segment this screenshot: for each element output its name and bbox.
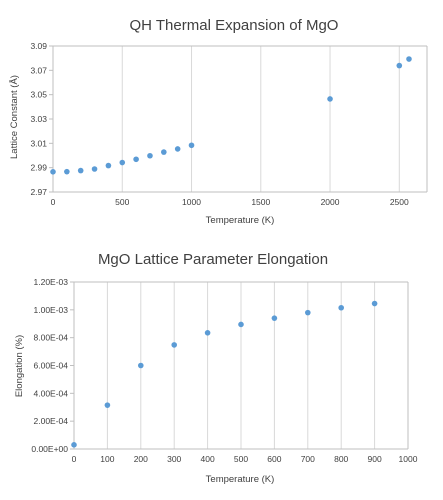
chart2-x-tick-label: 600 <box>267 454 281 464</box>
chart2-data-point <box>204 329 211 336</box>
chart1-x-tick-label: 0 <box>51 197 56 207</box>
chart2-x-tick-label: 700 <box>301 454 315 464</box>
chart1-data-point <box>91 166 98 172</box>
chart1-y-tick-label: 3.09 <box>30 41 47 51</box>
chart2-y-tick-label: 2.00E-04 <box>34 416 69 426</box>
chart1-x-tick-label: 2000 <box>321 197 340 207</box>
chart2-data-point <box>171 342 177 348</box>
chart2-data-point <box>338 304 345 311</box>
chart2-y-tick-label: 6.00E-04 <box>34 361 69 371</box>
chart2-y-tick-label: 1.00E-03 <box>34 305 69 315</box>
chart1-data-point <box>327 96 333 102</box>
chart2-data-point <box>104 402 111 408</box>
chart1-data-point <box>188 142 195 149</box>
chart1-x-tick-label: 1000 <box>182 197 201 207</box>
chart2-data-point <box>371 300 378 307</box>
chart1-points <box>50 56 412 175</box>
chart2-x-tick-label: 100 <box>100 454 114 464</box>
chart1-x-tick-label: 500 <box>115 197 129 207</box>
chart1-data-point <box>119 159 126 166</box>
chart1-y-tick-label: 3.05 <box>30 90 47 100</box>
chart2-x-tick-label: 800 <box>334 454 348 464</box>
chart2-x-tick-label: 900 <box>368 454 382 464</box>
chart2-points <box>71 300 378 448</box>
chart1-data-point <box>396 62 403 69</box>
chart2-y-tick-label: 8.00E-04 <box>34 333 69 343</box>
chart2-data-point <box>305 309 311 316</box>
chart1-data-point <box>147 152 153 159</box>
chart2-x-axis-title: Temperature (K) <box>206 474 275 485</box>
chart2-y-axis: 0.00E+00 2.00E-04 4.00E-04 6.00E-04 8.00E-04… <box>31 277 75 454</box>
chart2-y-tick-label: 1.20E-03 <box>34 277 69 287</box>
chart1-y-tick-label: 3.01 <box>30 138 47 148</box>
chart1-y-tick-label: 3.03 <box>30 114 47 124</box>
chart2-gridlines <box>73 281 409 449</box>
chart1-data-point <box>406 56 412 62</box>
chart2-x-tick-label: 0 <box>72 454 77 464</box>
chart1-y-axis-title: Lattice Constant (Å) <box>9 75 20 159</box>
chart1-data-point <box>133 156 139 163</box>
chart1-x-axis: 0 500 1000 1500 2000 2500 <box>51 191 427 207</box>
chart1-data-point <box>77 167 84 174</box>
chart2-data-point <box>71 442 77 448</box>
chart1-gridlines <box>52 45 428 192</box>
thermal-expansion-chart: QH Thermal Expansion of MgO 0 500 1000 1500… <box>9 17 428 226</box>
chart2-y-tick-label: 4.00E-04 <box>34 388 69 398</box>
chart1-y-axis: 2.97 2.99 3.01 3.03 3.05 3.07 3.09 <box>30 41 54 197</box>
chart2-data-point <box>271 315 278 321</box>
chart1-x-axis-title: Temperature (K) <box>206 215 275 226</box>
chart1-x-tick-label: 1500 <box>251 197 270 207</box>
chart1-data-point <box>50 169 56 175</box>
chart1-y-tick-label: 3.07 <box>30 65 47 75</box>
chart2-y-tick-label: 0.00E+00 <box>31 444 68 454</box>
chart1-data-point <box>105 162 112 169</box>
chart1-y-tick-label: 2.97 <box>30 187 47 197</box>
chart2-x-tick-label: 500 <box>234 454 248 464</box>
chart1-data-point <box>174 146 181 152</box>
chart2-x-axis: 0 100 200 300 400 500 600 700 800 900 1000 <box>72 448 418 464</box>
chart2-data-point <box>238 321 244 328</box>
chart2-x-tick-label: 300 <box>167 454 181 464</box>
chart1-data-point <box>161 149 167 155</box>
elongation-chart: MgO Lattice Parameter Elongation 0 100 200… <box>14 251 418 485</box>
chart2-title: MgO Lattice Parameter Elongation <box>98 251 328 268</box>
chart2-x-tick-label: 400 <box>201 454 215 464</box>
chart2-x-tick-label: 1000 <box>399 454 418 464</box>
chart2-data-point <box>138 362 144 369</box>
chart2-x-tick-label: 200 <box>134 454 148 464</box>
chart1-title: QH Thermal Expansion of MgO <box>130 17 339 34</box>
chart2-y-axis-title: Elongation (%) <box>14 335 25 397</box>
chart1-y-tick-label: 2.99 <box>30 163 47 173</box>
chart1-data-point <box>64 168 70 175</box>
chart1-x-tick-label: 2500 <box>390 197 409 207</box>
